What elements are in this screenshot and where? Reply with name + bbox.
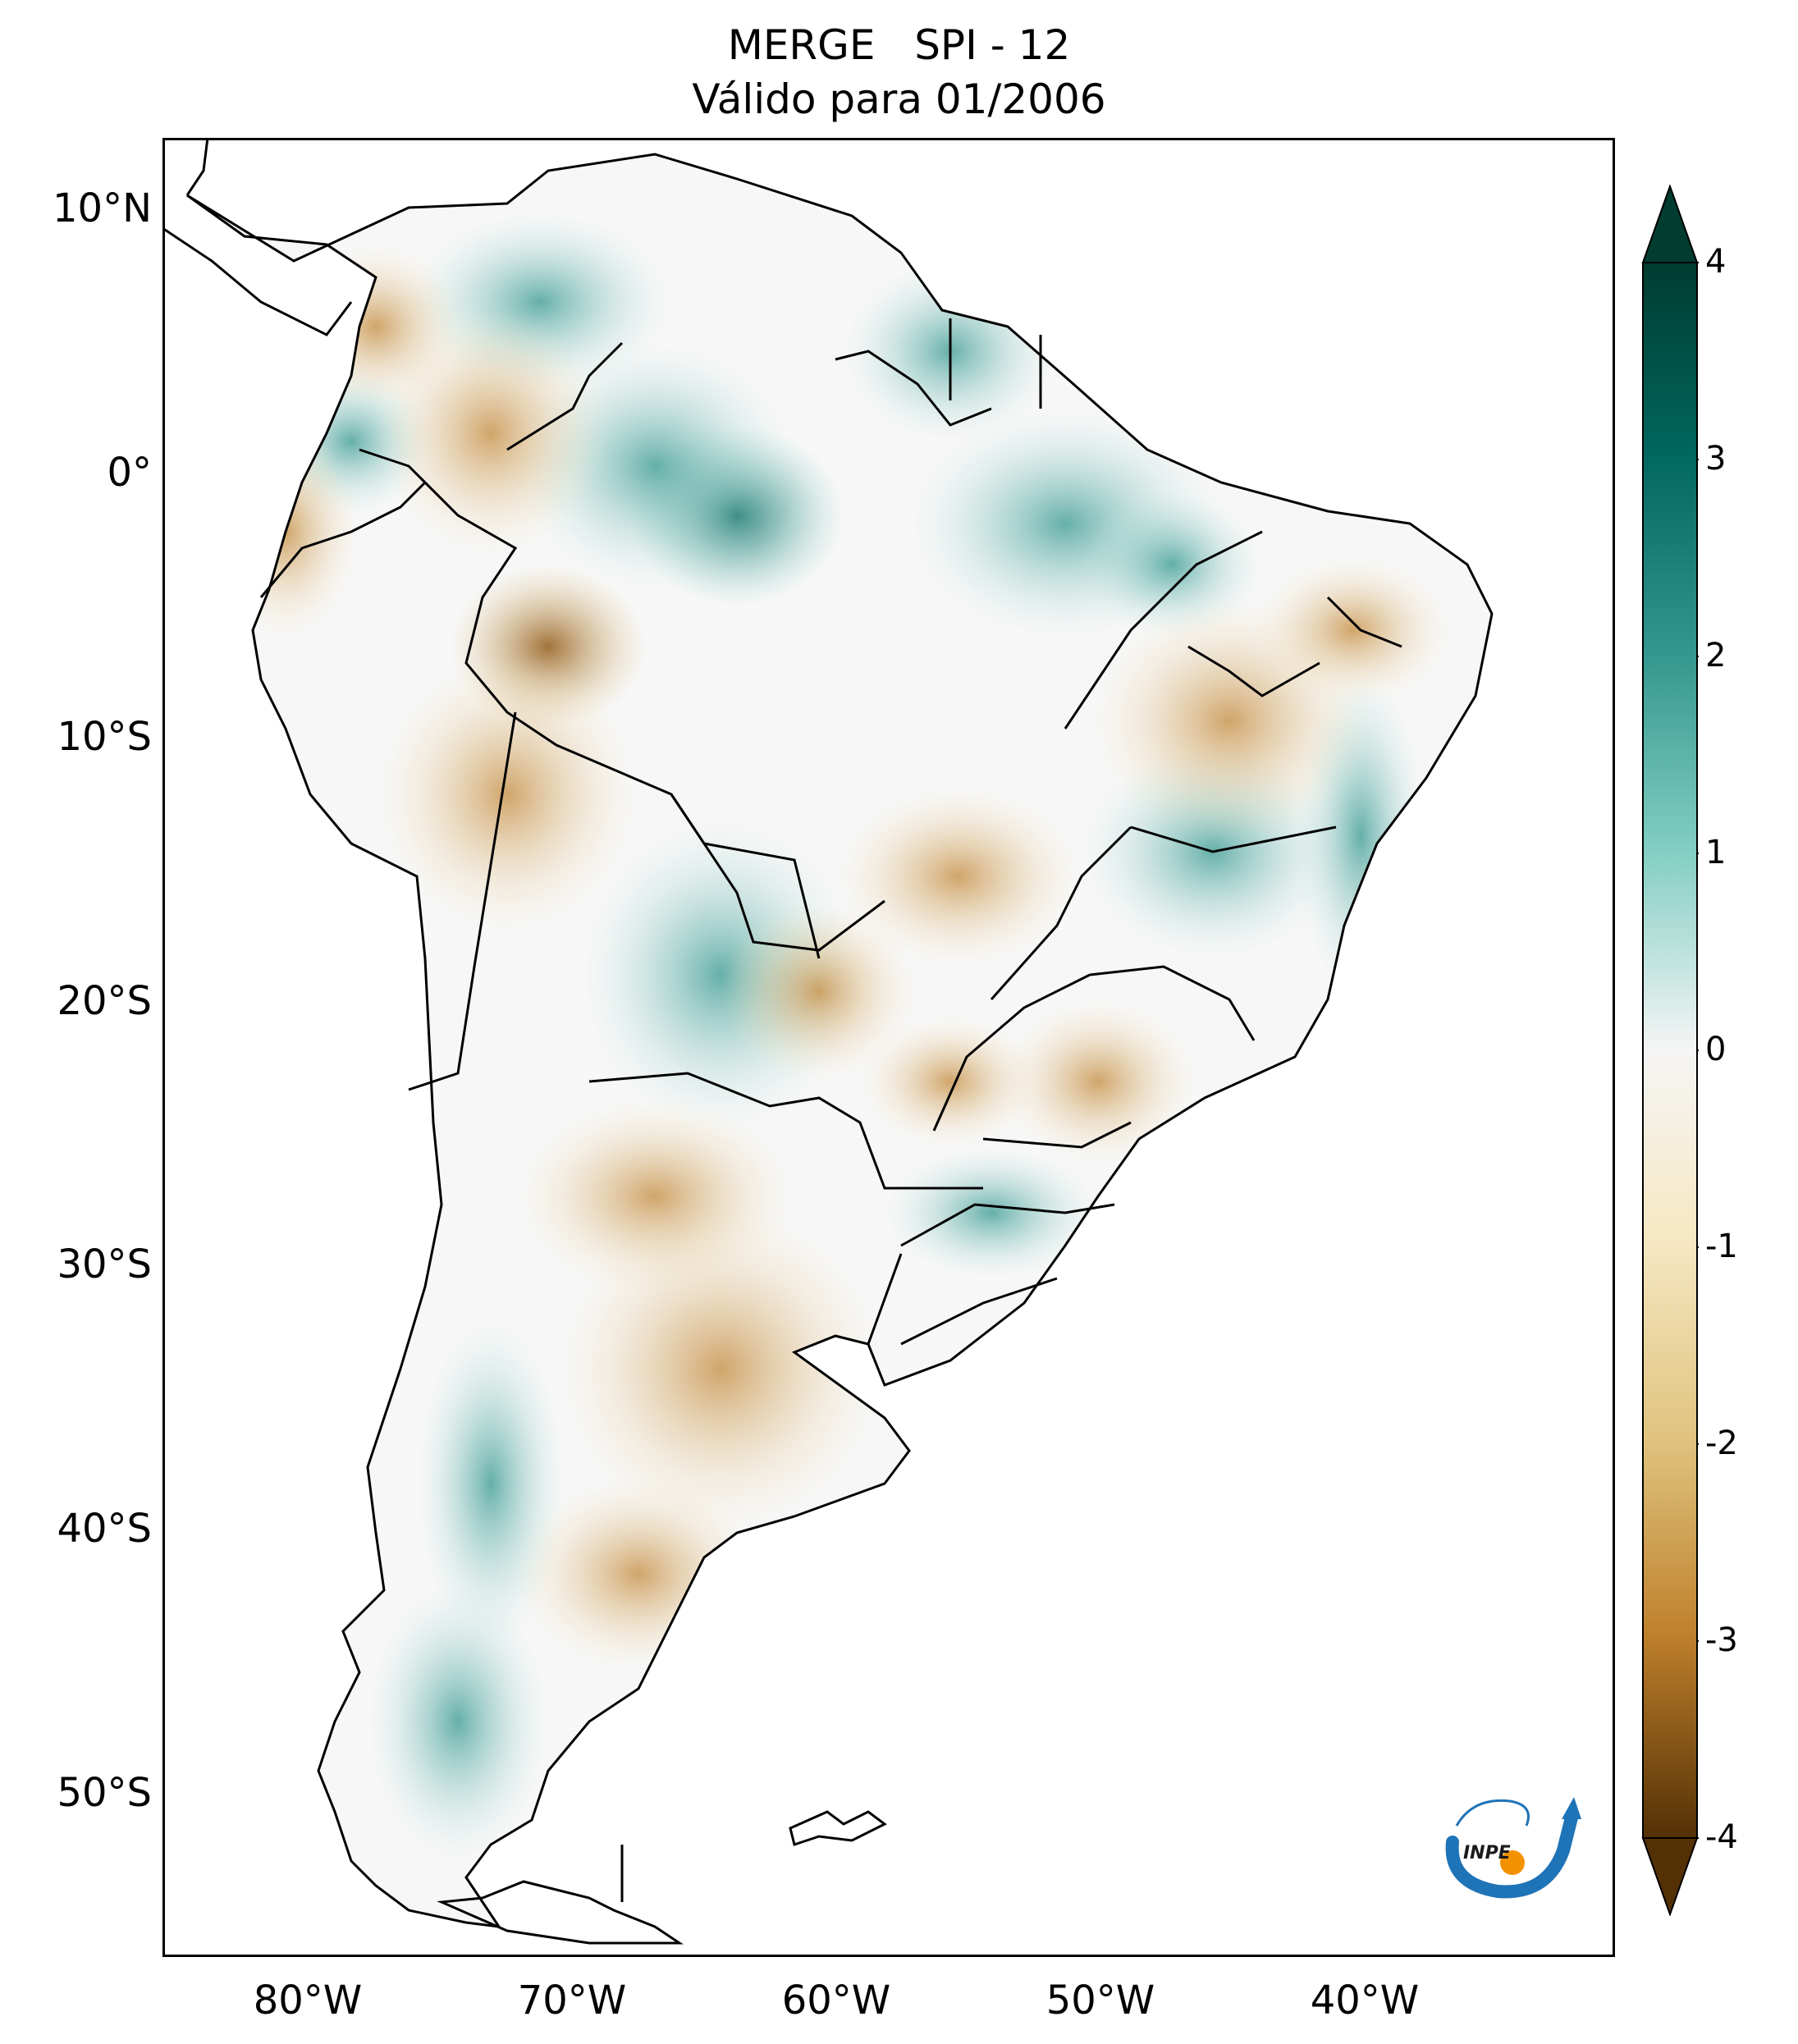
colorbar-tick-neg1: -1 <box>1705 1228 1738 1265</box>
lat-label-20s: 20°S <box>57 978 152 1024</box>
lon-label-50w: 50°W <box>1045 1978 1155 2023</box>
colorbar-ticks <box>1697 262 1699 1839</box>
map-frame-border <box>162 138 1615 1957</box>
map-panel <box>162 138 1615 1957</box>
colorbar-extend-bottom <box>1641 1837 1699 1916</box>
lat-label-30s: 30°S <box>57 1241 152 1287</box>
colorbar-tick-neg3: -3 <box>1705 1621 1738 1659</box>
colorbar-tick-neg2: -2 <box>1705 1424 1738 1462</box>
title-line-2: Válido para 01/2006 <box>692 75 1106 123</box>
lon-label-40w: 40°W <box>1310 1978 1420 2023</box>
inpe-logo: INPE <box>1445 1797 1581 1899</box>
colorbar-tick-1: 1 <box>1705 834 1727 871</box>
boundaries <box>162 138 1494 1945</box>
logo-text: INPE <box>1463 1843 1511 1863</box>
colorbar-tick-2: 2 <box>1705 637 1727 674</box>
lat-label-40s: 40°S <box>57 1506 152 1552</box>
colorbar-body <box>1642 262 1698 1839</box>
chart-title: MERGE SPI - 12 Válido para 01/2006 <box>0 18 1798 126</box>
lon-label-60w: 60°W <box>781 1978 891 2023</box>
lat-label-10s: 10°S <box>57 714 152 760</box>
lat-label-10n: 10°N <box>53 185 152 231</box>
lon-label-80w: 80°W <box>253 1978 363 2023</box>
colorbar-tick-0: 0 <box>1705 1031 1727 1068</box>
colorbar-tick-4: 4 <box>1705 243 1727 281</box>
lat-label-50s: 50°S <box>57 1770 152 1816</box>
spi-field <box>187 154 1492 1927</box>
continent-outline <box>186 153 1494 1928</box>
lon-label-70w: 70°W <box>517 1978 627 2023</box>
title-line-1: MERGE SPI - 12 <box>727 21 1071 69</box>
colorbar <box>1641 185 1699 1916</box>
colorbar-tick-neg4: -4 <box>1705 1818 1738 1856</box>
colorbar-extend-top <box>1641 185 1699 263</box>
colorbar-tick-3: 3 <box>1705 440 1727 478</box>
lat-label-0: 0° <box>107 450 152 496</box>
